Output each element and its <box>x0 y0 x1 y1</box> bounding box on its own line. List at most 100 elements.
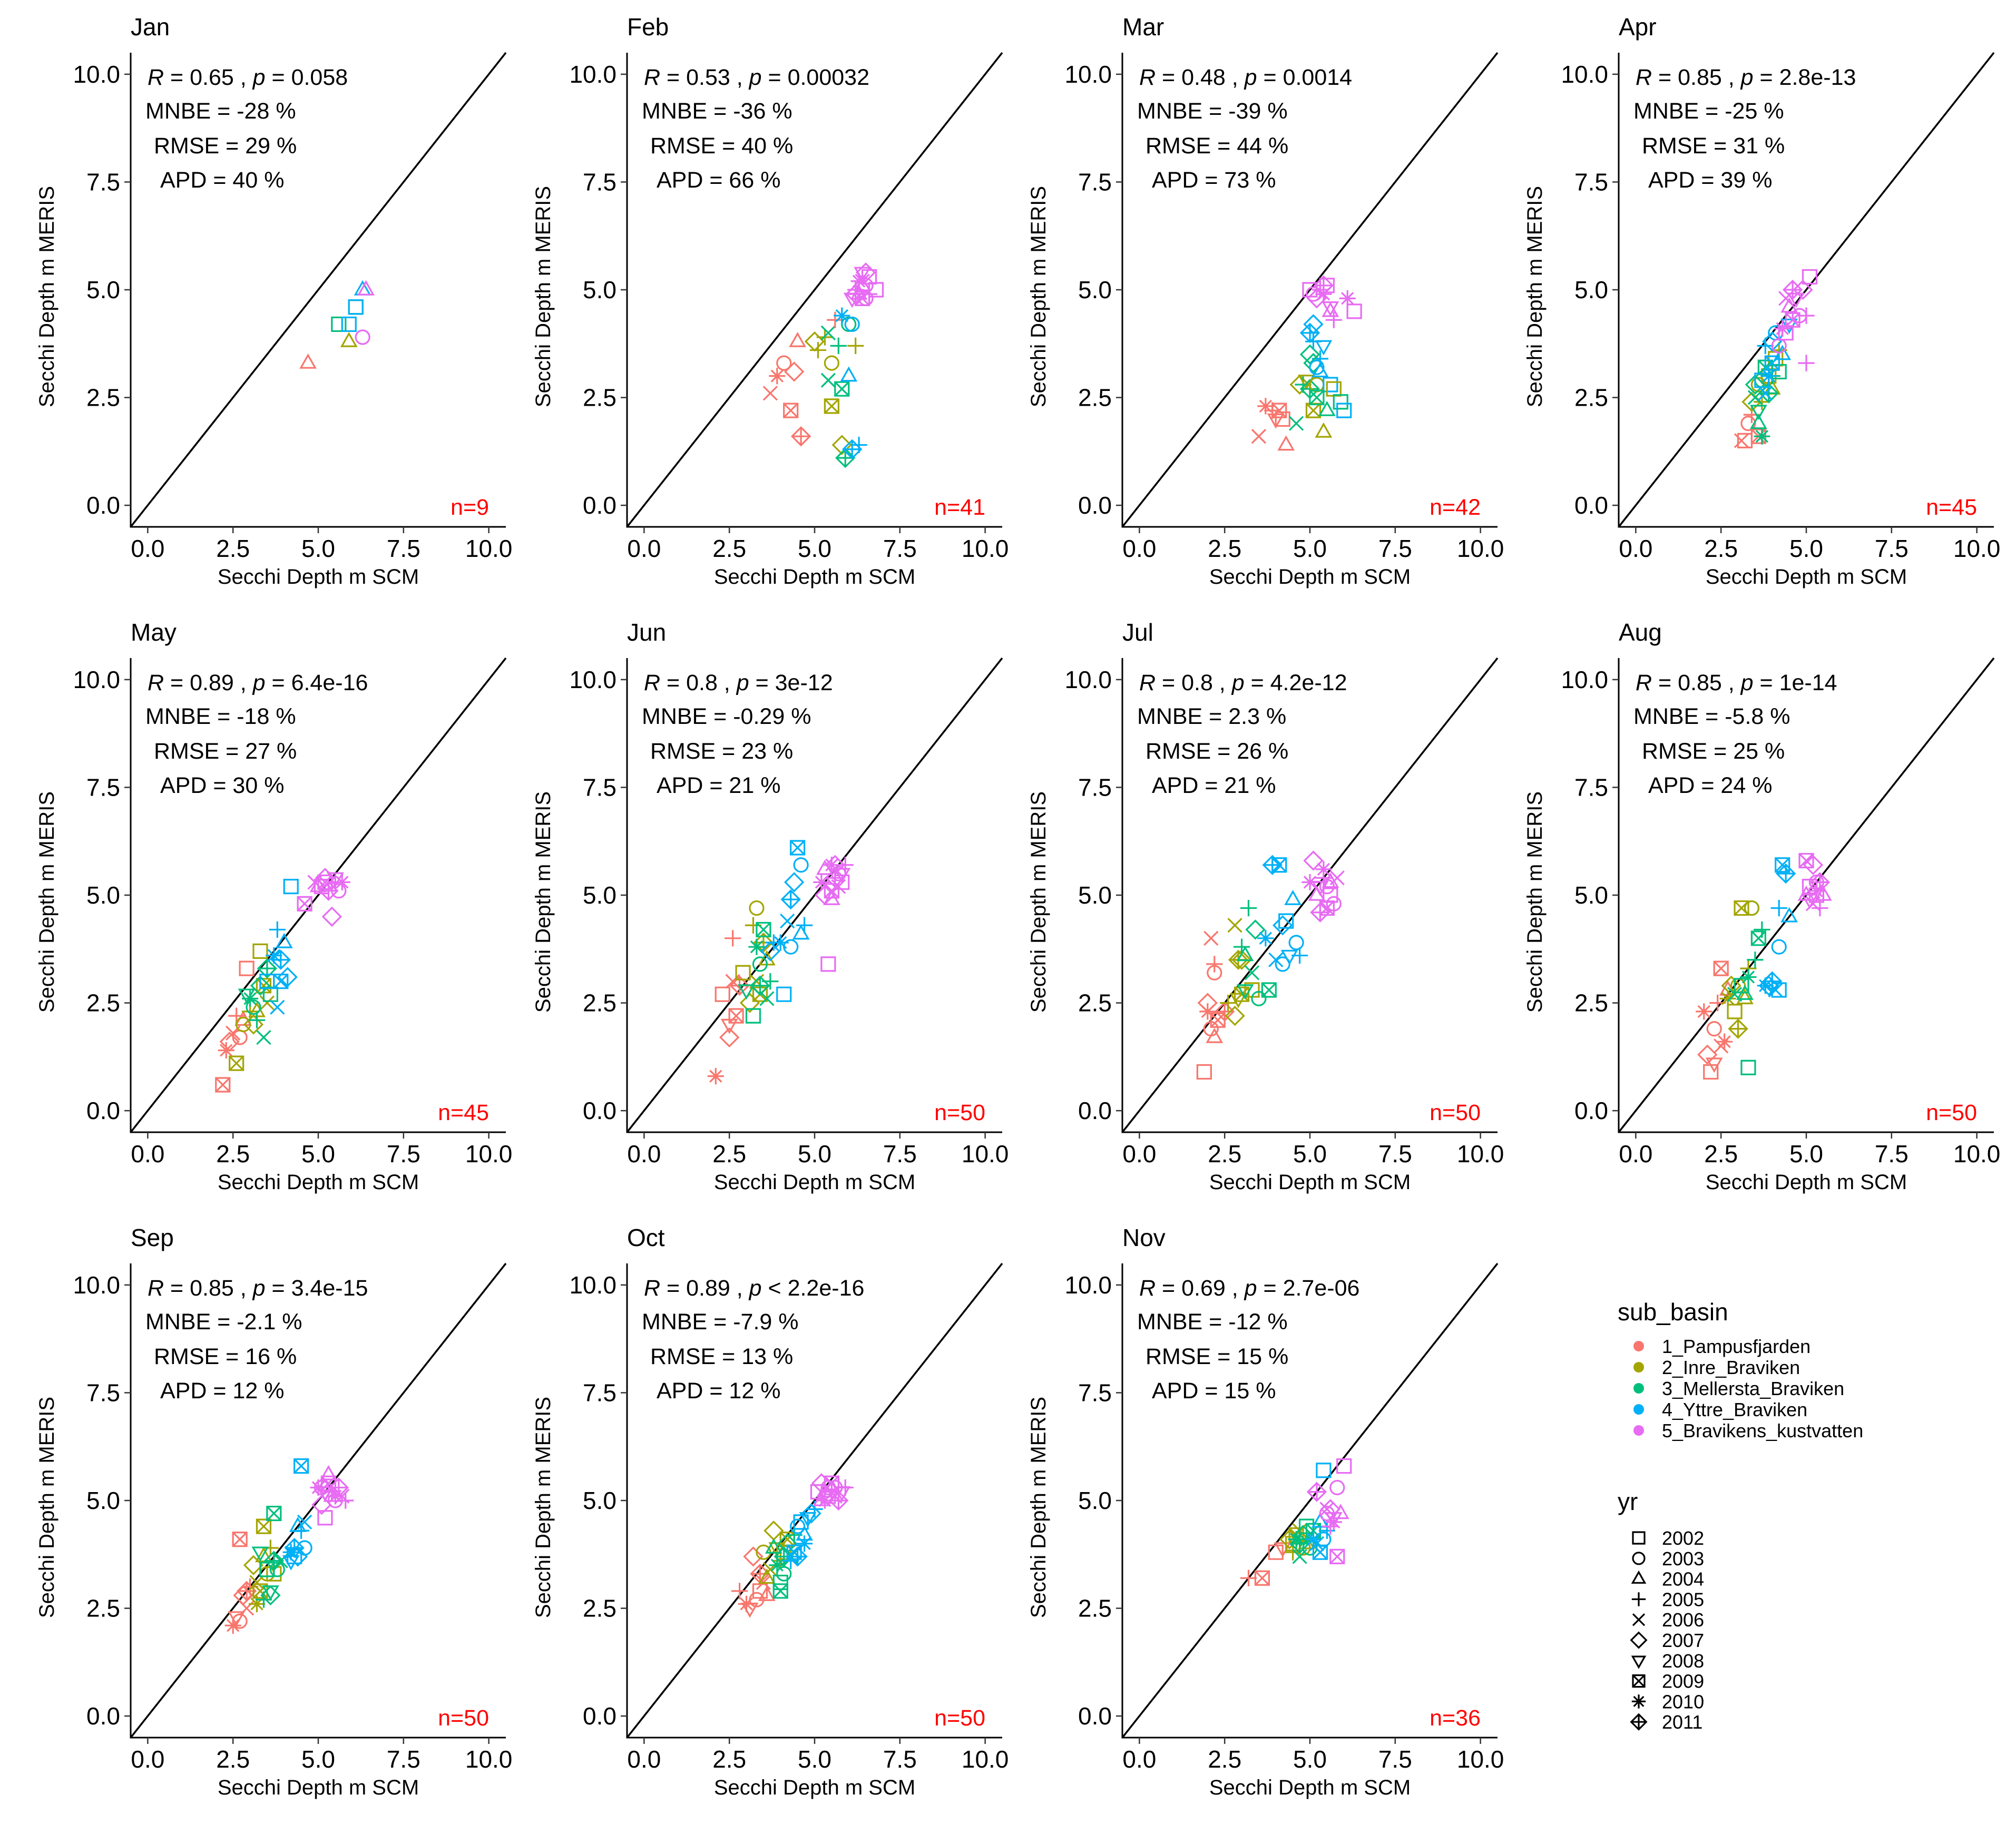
stat-apd: APD = 39 % <box>1648 168 1772 193</box>
x-tick-label: 10.0 <box>1457 535 1504 562</box>
panel-title: Oct <box>627 1224 665 1251</box>
data-point-diamond <box>739 993 760 1013</box>
data-point-square <box>715 986 730 1002</box>
data-point-triangle-down-part <box>1787 292 1805 308</box>
y-tick-label: 10.0 <box>1064 1271 1112 1299</box>
data-point-square-cross <box>824 398 839 414</box>
data-point-square-part <box>1703 1064 1719 1080</box>
data-point-asterisk <box>813 874 830 891</box>
data-point-asterisk-part <box>1305 1531 1322 1548</box>
stat-text: p <box>748 65 762 90</box>
stat-r: 0.8 <box>1181 670 1213 695</box>
data-point-asterisk-part <box>334 874 350 891</box>
data-point-circle <box>1288 935 1304 950</box>
data-point-plus <box>1220 994 1237 1012</box>
data-point-square-cross <box>1254 1570 1270 1586</box>
data-point-square <box>820 1488 836 1504</box>
data-point-square-cross <box>1271 857 1287 873</box>
data-point-circle-plus-part <box>236 1581 257 1601</box>
data-point-plus <box>1325 311 1342 328</box>
data-point-triangle <box>1277 435 1295 451</box>
x-axis-label: Secchi Depth m SCM <box>714 1171 915 1194</box>
y-tick-label: 7.5 <box>583 1379 616 1406</box>
data-point-square-part <box>1323 377 1338 393</box>
stat-mnbe: MNBE = -12 % <box>1137 1309 1288 1335</box>
data-point-triangle-part <box>255 1547 272 1563</box>
legend-symbol-square-cross <box>1632 1674 1646 1688</box>
data-point-asterisk <box>796 1535 813 1552</box>
data-point-asterisk-part <box>1257 398 1274 415</box>
data-point-circle <box>1750 377 1766 393</box>
data-point-diamond <box>1697 1044 1718 1065</box>
data-point-circle-plus-part <box>1289 1533 1310 1554</box>
legend-item-yr: 2005 <box>1662 1588 1704 1610</box>
stat-apd: APD = 30 % <box>160 773 284 798</box>
data-point-diamond <box>1273 915 1293 936</box>
x-tick-label: 10.0 <box>465 1745 513 1773</box>
data-point-circle <box>1316 1532 1332 1547</box>
data-point-square <box>239 960 255 976</box>
data-point-triangle-down-part <box>238 988 256 1004</box>
data-point-diamond <box>719 1027 740 1048</box>
y-tick-label: 2.5 <box>583 989 616 1017</box>
data-point-circle <box>355 329 370 345</box>
data-point-square-cross-part <box>256 978 272 994</box>
data-point-triangle <box>813 1490 830 1506</box>
data-point-square <box>283 879 299 895</box>
stat-text: p <box>1231 670 1245 695</box>
data-point-circle-part <box>1309 359 1325 375</box>
data-point-plus-part <box>1220 994 1237 1012</box>
data-point-circle <box>1319 879 1335 895</box>
stat-r: 0.48 <box>1181 65 1226 90</box>
data-point-square-cross <box>232 1532 248 1547</box>
x-tick-label: 2.5 <box>1208 1745 1241 1773</box>
data-point-triangle-part <box>1312 362 1329 378</box>
stat-apd: APD = 12 % <box>657 1378 780 1404</box>
stat-r: 0.89 <box>686 1276 730 1301</box>
x-tick-label: 10.0 <box>962 1140 1009 1168</box>
stat-r-p: R = 0.85 , p = 3.4e-15 <box>148 1276 368 1301</box>
stat-p: 6.4e-16 <box>291 670 368 695</box>
stat-apd: APD = 15 % <box>1152 1378 1276 1404</box>
data-point-triangle-part <box>758 1585 776 1601</box>
y-tick-label: 10.0 <box>73 666 120 693</box>
stat-r: 0.85 <box>1678 65 1722 90</box>
data-point-plus-part <box>1291 947 1308 964</box>
data-point-triangle-down-part <box>768 1542 786 1558</box>
data-point-square-cross <box>229 1055 244 1071</box>
data-point-triangle-down <box>768 1542 786 1558</box>
legend-title-sub-basin: sub_basin <box>1618 1298 1728 1326</box>
y-tick-label: 5.0 <box>1078 276 1112 303</box>
y-tick-label: 10.0 <box>1561 61 1608 88</box>
y-tick-label: 2.5 <box>1574 384 1608 411</box>
y-tick-label: 7.5 <box>1078 168 1112 195</box>
data-point-circle-part <box>844 316 860 332</box>
data-point-triangle-part <box>1322 872 1339 888</box>
data-point-diamond-part <box>719 1027 740 1048</box>
data-point-square-cross-part <box>215 1077 231 1093</box>
y-tick-label: 0.0 <box>86 492 120 519</box>
stat-p-op: = <box>1245 670 1270 695</box>
data-point-diamond-part <box>1299 344 1320 365</box>
x-tick-label: 10.0 <box>1457 1140 1504 1168</box>
data-point-triangle-part <box>1736 984 1754 1000</box>
data-point-diamond <box>277 967 298 987</box>
legend-item-yr: 2008 <box>1662 1650 1704 1672</box>
data-point-square-cross-part <box>728 1008 744 1024</box>
data-point-cross <box>1288 416 1304 431</box>
panel-may: May 0.0 0.0 2.5 2.5 5.0 5.0 7.5 7.5 10.0 10.0 Secch… <box>35 619 512 1194</box>
stat-text: , <box>1226 65 1245 90</box>
data-point-circle-part <box>355 329 370 345</box>
data-point-triangle-part <box>275 933 293 948</box>
data-point-circle-plus <box>750 975 770 996</box>
data-point-circle-part <box>1251 991 1267 1006</box>
sample-count: n=36 <box>1430 1705 1481 1731</box>
data-point-diamond <box>1299 344 1320 365</box>
data-point-triangle <box>1780 907 1798 923</box>
data-point-square-cross <box>1271 403 1287 418</box>
sample-count: n=45 <box>438 1100 489 1125</box>
data-point-plus-part <box>1206 956 1223 973</box>
data-point-triangle-part <box>813 1490 830 1506</box>
stat-text: p <box>1244 65 1257 90</box>
data-point-cross <box>1734 433 1749 448</box>
